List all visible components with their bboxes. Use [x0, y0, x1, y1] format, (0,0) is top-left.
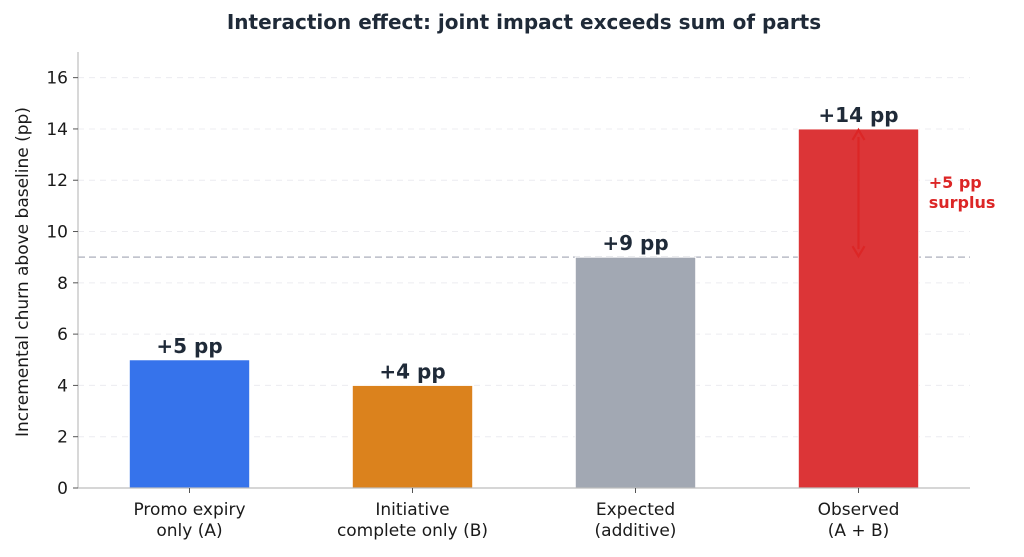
surplus-annotation-text: +5 pp surplus [929, 173, 996, 212]
surplus-annotation: +5 pp surplus [851, 127, 996, 259]
data-label: +9 pp [602, 231, 668, 255]
axes [77, 52, 970, 489]
y-axis-ticks: 0 2 4 6 8 10 12 14 16 [46, 69, 78, 499]
y-tick-label: 0 [57, 479, 68, 499]
y-tick-label: 2 [57, 428, 68, 448]
bar [128, 359, 251, 489]
bar [574, 256, 697, 489]
y-tick-label: 6 [57, 325, 68, 345]
x-tick-label: Observed (A + B) [818, 500, 900, 541]
data-labels: +5 pp +4 pp +9 pp +14 pp [156, 103, 898, 383]
data-label: +5 pp [156, 334, 222, 358]
bar [351, 384, 474, 489]
y-tick-label: 4 [57, 376, 68, 396]
surplus-arrow-head-top [851, 127, 866, 141]
chart-title: Interaction effect: joint impact exceeds… [227, 10, 821, 34]
bars [128, 128, 920, 489]
y-tick-label: 12 [46, 171, 68, 191]
x-axis-ticks: Promo expiry only (A) Initiative complete o… [133, 488, 899, 541]
data-label: +4 pp [379, 359, 445, 383]
y-tick-label: 16 [46, 69, 68, 89]
y-tick-label: 14 [46, 120, 68, 140]
y-tick-label: 10 [46, 223, 68, 243]
y-tick-label: 8 [57, 274, 68, 294]
surplus-arrow-head-bottom [851, 245, 866, 259]
x-tick-label: Initiative complete only (B) [337, 500, 488, 541]
x-tick-label: Expected (additive) [595, 500, 677, 541]
y-axis-label: Incremental churn above baseline (pp) [13, 107, 33, 437]
x-tick-label: Promo expiry only (A) [133, 500, 245, 541]
data-label: +14 pp [818, 103, 898, 127]
